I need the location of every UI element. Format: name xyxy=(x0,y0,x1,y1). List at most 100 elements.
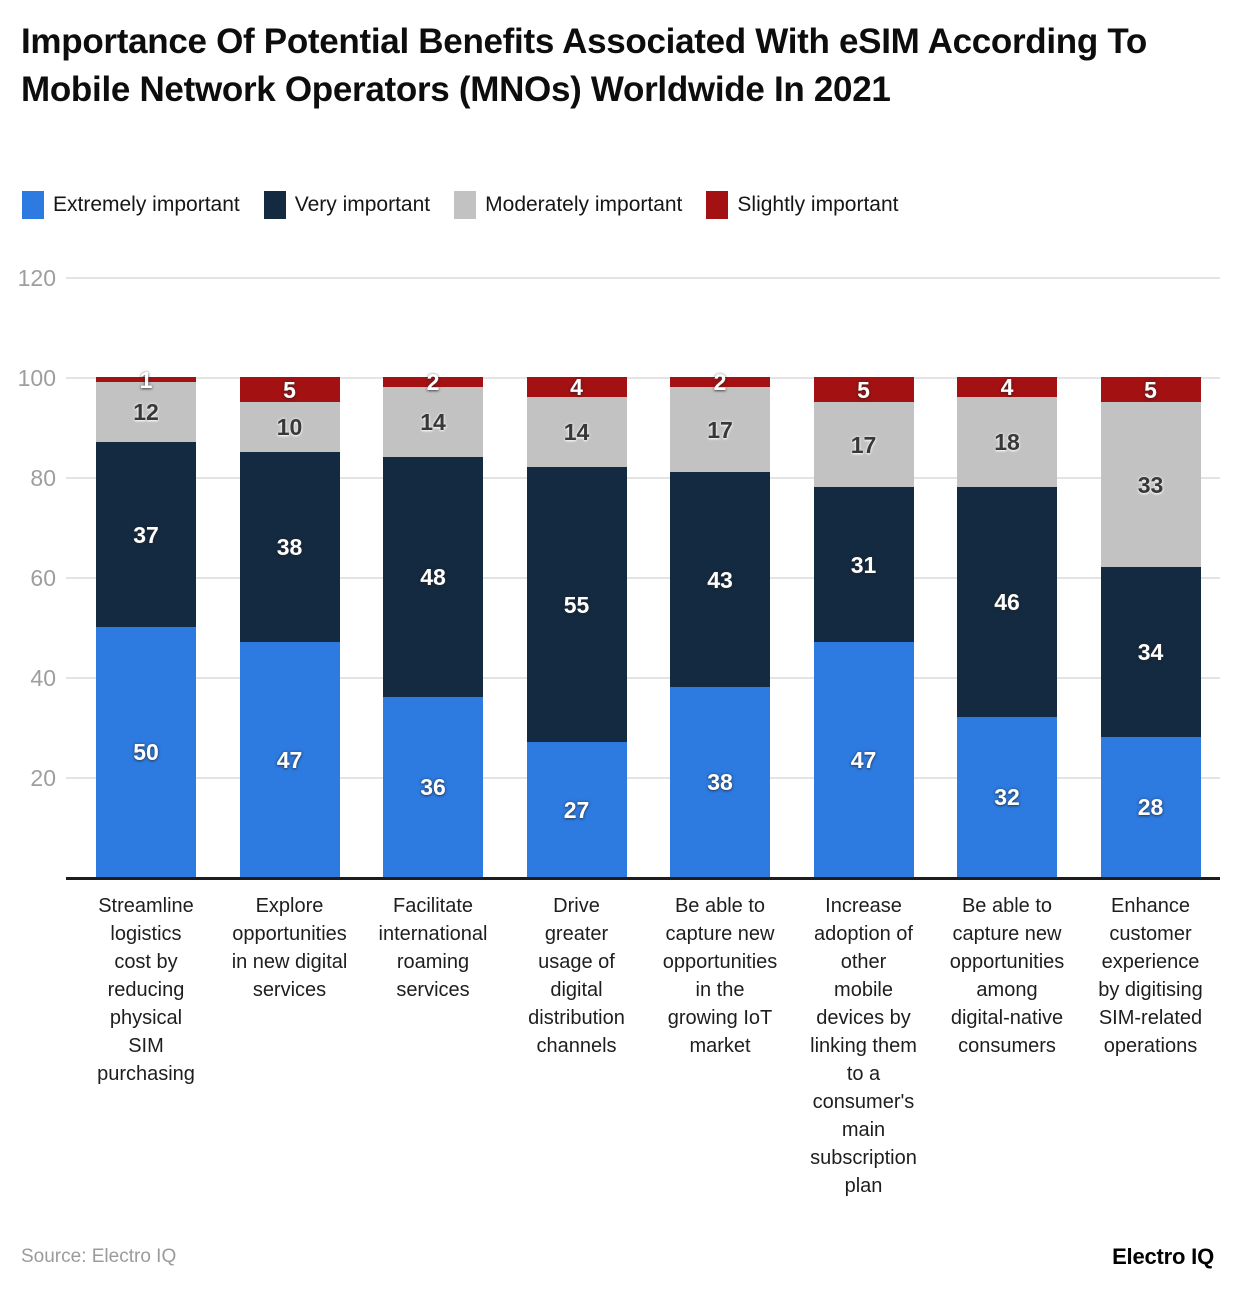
segment-value-label: 17 xyxy=(850,431,877,458)
segment-value-label: 34 xyxy=(1137,639,1164,665)
bar-enhance-customer-experience-by-digitisin: 28 34 33 5 xyxy=(1100,0,1201,877)
legend-item-slightly-important: Slightly important xyxy=(706,191,898,219)
segment-moderately-important: 12 xyxy=(96,382,196,442)
x-axis-label-3: Facilitate international roaming service… xyxy=(378,895,488,1001)
x-axis-label-8: Enhance customer experience by digitisin… xyxy=(1098,895,1203,1057)
segment-slightly-important: 1 xyxy=(96,368,196,392)
segment-value-label: 38 xyxy=(707,769,733,795)
bar-drive-greater-usage-of-digital-distribut: 27 55 14 4 xyxy=(526,0,627,877)
segment-value-label: 28 xyxy=(1137,794,1164,820)
segment-slightly-important: 5 xyxy=(1100,376,1201,403)
segment-value-label: 37 xyxy=(133,521,159,548)
bar-facilitate-international-roaming-service: 36 48 14 2 xyxy=(383,0,483,877)
legend-item-very-important: Very important xyxy=(263,191,430,219)
segment-extremely-important: 27 xyxy=(526,742,627,877)
segment-extremely-important: 47 xyxy=(239,642,340,877)
segment-extremely-important: 50 xyxy=(96,627,196,877)
segment-value-label: 14 xyxy=(420,409,446,435)
segment-very-important: 48 xyxy=(383,457,483,697)
bar-streamline-logistics-cost-by-reducing-ph: 50 37 12 1 xyxy=(96,0,196,877)
segment-slightly-important: 4 xyxy=(526,374,627,400)
segment-moderately-important: 17 xyxy=(813,402,914,487)
segment-slightly-important: 2 xyxy=(383,370,483,394)
legend-swatch-slightly-important xyxy=(706,191,729,219)
y-axis-tick-60: 60 xyxy=(30,565,56,591)
segment-very-important: 38 xyxy=(239,452,340,642)
legend-label: Extremely important xyxy=(53,193,240,216)
segment-slightly-important: 5 xyxy=(813,377,914,402)
electroiq-logo: Electro IQ xyxy=(1112,1244,1214,1269)
legend-label: Moderately important xyxy=(485,193,683,216)
segment-value-label: 31 xyxy=(850,551,877,578)
segment-value-label: 43 xyxy=(707,566,733,593)
gridline-40 xyxy=(66,677,1220,679)
y-axis-tick-40: 40 xyxy=(30,665,56,691)
x-axis-line xyxy=(66,877,1220,880)
bar-explore-opportunities-in-new-digital-ser: 47 38 10 5 xyxy=(239,0,340,877)
bar-increase-adoption-of-other-mobile-device: 47 31 17 5 xyxy=(813,0,914,877)
segment-value-label: 14 xyxy=(563,419,590,445)
gridline-80 xyxy=(66,477,1220,479)
segment-moderately-important: 33 xyxy=(1100,402,1201,567)
segment-value-label: 2 xyxy=(426,369,440,395)
segment-extremely-important: 32 xyxy=(957,717,1057,877)
segment-very-important: 31 xyxy=(813,487,914,642)
x-axis-label-6: Increase adoption of other mobile device… xyxy=(810,895,917,1197)
chart-title: Importance Of Potential Benefits Associa… xyxy=(21,22,1147,109)
segment-slightly-important: 2 xyxy=(670,370,770,394)
segment-slightly-important: 5 xyxy=(239,376,340,403)
segment-very-important: 37 xyxy=(96,442,196,627)
segment-value-label: 5 xyxy=(283,376,296,403)
segment-value-label: 55 xyxy=(563,591,590,618)
gridline-20 xyxy=(66,777,1220,779)
x-axis-label-1: Streamline logistics cost by reducing ph… xyxy=(97,895,195,1085)
segment-moderately-important: 18 xyxy=(957,397,1057,487)
legend-label: Slightly important xyxy=(737,193,899,216)
segment-value-label: 1 xyxy=(139,366,153,393)
segment-value-label: 48 xyxy=(420,564,446,590)
legend-item-extremely-important: Extremely important xyxy=(22,191,240,219)
segment-value-label: 50 xyxy=(133,739,159,765)
y-axis-tick-100: 100 xyxy=(17,365,56,391)
legend-swatch-moderately-important xyxy=(454,191,477,219)
segment-value-label: 38 xyxy=(276,534,303,560)
bar-be-able-to-capture-new-opportunities-in-: 38 43 17 2 xyxy=(670,0,770,877)
segment-moderately-important: 14 xyxy=(383,387,483,457)
segment-very-important: 46 xyxy=(957,487,1057,717)
source-note: Source: Electro IQ xyxy=(21,1246,177,1267)
segment-value-label: 5 xyxy=(1144,376,1157,403)
gridline-120 xyxy=(66,277,1220,279)
legend-swatch-very-important xyxy=(263,191,286,219)
x-axis-label-4: Drive greater usage of digital distribut… xyxy=(528,895,625,1057)
segment-value-label: 17 xyxy=(707,416,733,443)
segment-value-label: 10 xyxy=(276,414,303,440)
segment-moderately-important: 10 xyxy=(239,402,340,452)
x-axis-label-5: Be able to capture new opportunities in … xyxy=(662,895,778,1057)
segment-value-label: 46 xyxy=(994,589,1020,615)
segment-value-label: 2 xyxy=(713,369,727,395)
segment-very-important: 55 xyxy=(526,467,627,742)
chart-legend: Extremely important Very important Moderat… xyxy=(22,191,898,219)
y-axis-tick-80: 80 xyxy=(30,465,56,491)
x-axis-label-2: Explore opportunities in new digital ser… xyxy=(231,895,348,1001)
bar-be-able-to-capture-new-opportunities-amo: 32 46 18 4 xyxy=(957,0,1057,877)
gridline-100 xyxy=(66,377,1220,379)
segment-value-label: 47 xyxy=(276,746,303,773)
segment-very-important: 43 xyxy=(670,472,770,687)
segment-extremely-important: 28 xyxy=(1100,737,1201,877)
x-axis-label-7: Be able to capture new opportunities amo… xyxy=(949,895,1065,1057)
gridline-60 xyxy=(66,577,1220,579)
segment-extremely-important: 38 xyxy=(670,687,770,877)
segment-slightly-important: 4 xyxy=(957,375,1057,399)
segment-value-label: 27 xyxy=(563,796,590,823)
segment-extremely-important: 36 xyxy=(383,697,483,877)
segment-extremely-important: 47 xyxy=(813,642,914,877)
segment-value-label: 32 xyxy=(994,784,1020,810)
segment-value-label: 4 xyxy=(570,374,583,400)
y-axis-tick-120: 120 xyxy=(17,265,56,291)
segment-value-label: 18 xyxy=(994,429,1020,455)
y-axis-tick-20: 20 xyxy=(30,765,56,791)
segment-value-label: 12 xyxy=(133,399,159,425)
legend-swatch-extremely-important xyxy=(22,191,44,219)
